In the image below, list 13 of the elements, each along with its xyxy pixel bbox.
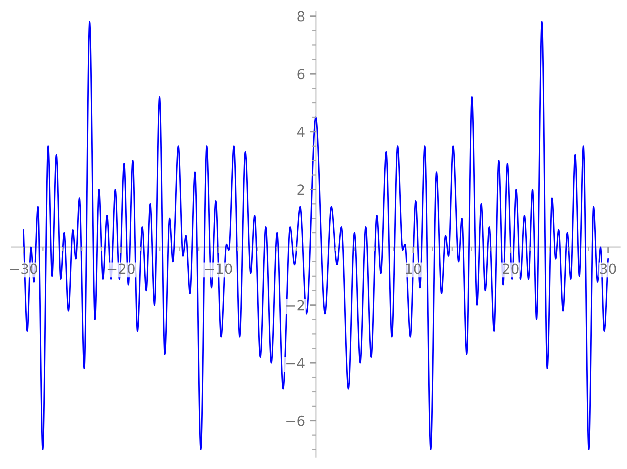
y-tick-label: −4 — [286, 358, 305, 368]
x-tick-label: 30 — [600, 264, 616, 274]
y-tick-label: 2 — [298, 184, 304, 195]
y-tick-label: 6 — [298, 69, 305, 80]
y-tick-label: 4 — [297, 127, 305, 138]
x-tick-label: 10 — [406, 264, 422, 274]
x-tick-label: −30 — [10, 264, 38, 274]
y-tick-label: 8 — [298, 11, 305, 22]
x-tick-label: 20 — [503, 264, 519, 274]
x-tick-label: −10 — [205, 264, 232, 274]
y-tick-label: −2 — [286, 300, 304, 311]
x-tick-label: −20 — [108, 264, 135, 274]
y-tick-label: −6 — [286, 416, 305, 426]
